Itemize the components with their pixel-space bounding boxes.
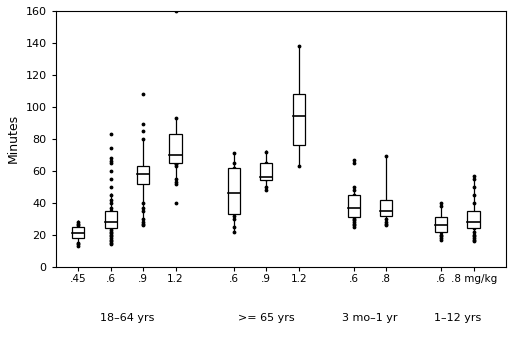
Text: 1–12 yrs: 1–12 yrs [434, 313, 481, 323]
Bar [348, 195, 360, 217]
Text: 18–64 yrs: 18–64 yrs [100, 313, 154, 323]
Bar [467, 211, 480, 228]
Bar [137, 166, 149, 184]
Bar [228, 168, 240, 214]
Text: 3 mo–1 yr: 3 mo–1 yr [342, 313, 398, 323]
Text: >= 65 yrs: >= 65 yrs [238, 313, 294, 323]
Bar [435, 217, 447, 232]
Bar [169, 134, 182, 163]
Bar [292, 94, 305, 145]
Bar [72, 227, 85, 238]
Bar [380, 200, 392, 215]
Y-axis label: Minutes: Minutes [7, 114, 20, 163]
Bar [260, 163, 272, 181]
Bar [105, 211, 117, 228]
